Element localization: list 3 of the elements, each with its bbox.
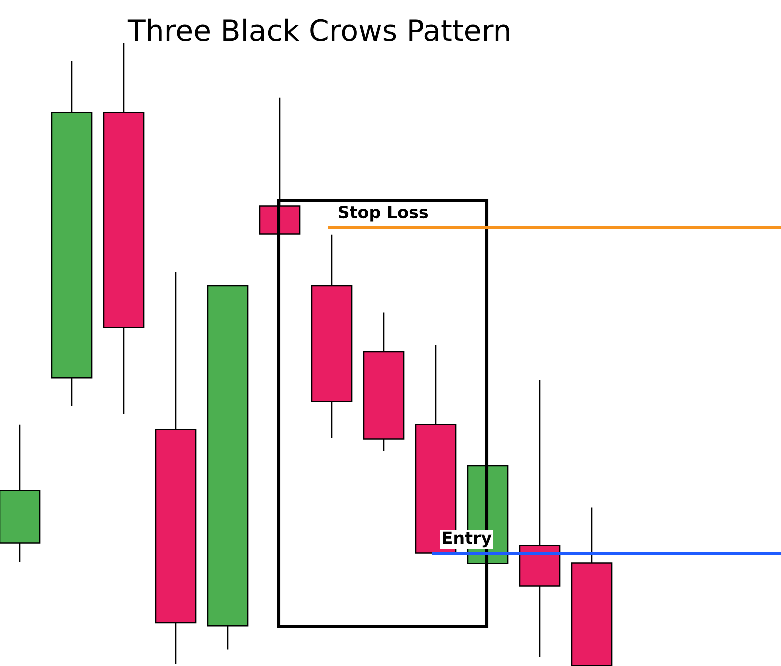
chart-title: Three Black Crows Pattern — [128, 18, 510, 42]
ref-line-label: Stop Loss — [339, 206, 428, 222]
ref-line-label: Entry — [443, 532, 492, 548]
